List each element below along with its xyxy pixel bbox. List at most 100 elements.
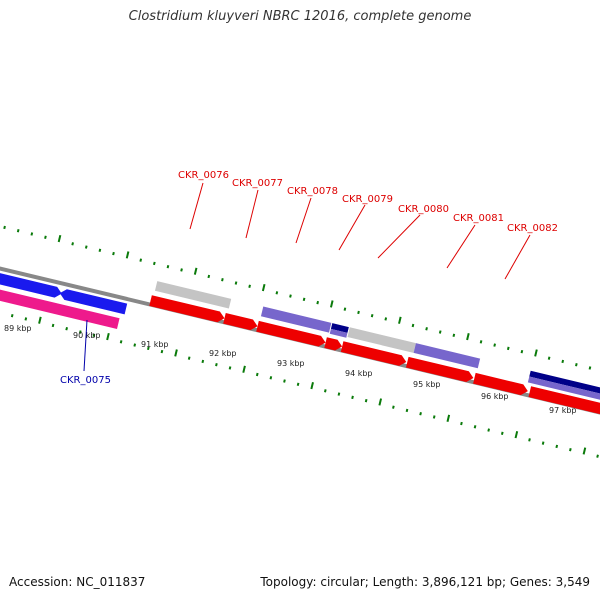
- major-tick: [261, 283, 266, 292]
- feature-lavender-2: [329, 328, 348, 338]
- leader-line: [338, 204, 366, 251]
- minor-tick: [479, 340, 483, 344]
- minor-tick: [30, 232, 34, 236]
- feature-navy-2: [529, 370, 600, 396]
- gene-label-ckr-0076: CKR_0076: [178, 170, 229, 181]
- minor-tick: [228, 366, 232, 370]
- forward-cds-arrow: [340, 341, 407, 366]
- minor-tick: [153, 261, 156, 266]
- minor-tick: [588, 366, 592, 370]
- scale-label: 93 kbp: [277, 359, 305, 368]
- minor-tick: [351, 395, 354, 400]
- minor-tick: [500, 431, 504, 436]
- minor-tick: [432, 415, 436, 419]
- minor-tick: [133, 343, 137, 347]
- feature-lavender-1: [260, 306, 332, 333]
- minor-tick: [384, 317, 388, 321]
- scale-label: 94 kbp: [345, 369, 373, 378]
- leader-line: [504, 234, 531, 280]
- minor-tick: [296, 382, 300, 386]
- minor-tick: [316, 300, 320, 305]
- major-tick: [329, 300, 334, 308]
- gene-label-ckr-0081: CKR_0081: [453, 213, 504, 224]
- genome-band: [0, 225, 600, 458]
- gene-labels: CKR_0075 CKR_0076 CKR_0077 CKR_0078 CKR_…: [60, 170, 558, 386]
- minor-tick: [411, 323, 415, 328]
- minor-tick: [78, 330, 82, 334]
- minor-tick: [147, 346, 150, 351]
- minor-tick: [561, 359, 565, 364]
- scale-label: 96 kbp: [481, 392, 509, 401]
- minor-tick: [139, 258, 143, 262]
- feature-lavender-3: [413, 343, 481, 369]
- scale-label: 90 kbp: [73, 331, 101, 340]
- scale-labels: 89 kbp 90 kbp 91 kbp 92 kbp 93 kbp 94 kb…: [4, 324, 577, 415]
- upper-tick-row: [3, 225, 592, 370]
- forward-cds-arrow: [223, 312, 258, 331]
- major-tick: [514, 431, 519, 439]
- scale-label: 89 kbp: [4, 324, 32, 333]
- minor-tick: [547, 356, 551, 360]
- minor-tick: [460, 421, 463, 426]
- minor-tick: [207, 274, 211, 279]
- reverse-cds-pink: [0, 283, 120, 329]
- major-tick: [174, 349, 178, 357]
- scale-label: 91 kbp: [141, 340, 169, 349]
- minor-tick: [419, 412, 422, 416]
- feature-track: [0, 268, 600, 420]
- gene-label-ckr-0080: CKR_0080: [398, 204, 449, 215]
- gene-label-ckr-0079: CKR_0079: [342, 194, 393, 205]
- scale-label: 95 kbp: [413, 380, 441, 389]
- forward-cds-arrow: [473, 372, 528, 396]
- minor-tick: [275, 291, 279, 295]
- minor-tick: [234, 281, 238, 285]
- leader-line: [189, 182, 204, 230]
- minor-tick: [180, 268, 183, 272]
- minor-tick: [520, 349, 524, 354]
- minor-tick: [506, 346, 510, 351]
- leader-line: [245, 189, 259, 239]
- minor-tick: [405, 408, 409, 413]
- minor-tick: [215, 362, 218, 367]
- minor-tick: [337, 392, 341, 396]
- forward-cds-arrow: [528, 386, 600, 420]
- feature-lavender-4: [527, 376, 600, 402]
- minor-tick: [370, 314, 374, 318]
- major-tick: [38, 316, 42, 324]
- major-tick: [57, 234, 62, 243]
- gene-label-ckr-0082: CKR_0082: [507, 223, 558, 234]
- minor-tick: [289, 294, 292, 298]
- major-tick: [466, 332, 470, 341]
- minor-tick: [364, 398, 368, 403]
- minor-tick: [323, 389, 327, 393]
- major-tick: [242, 365, 246, 373]
- minor-tick: [596, 454, 599, 458]
- minor-tick: [302, 297, 306, 302]
- forward-cds-arrow: [405, 356, 474, 382]
- minor-tick: [528, 438, 531, 442]
- minor-tick: [24, 317, 28, 321]
- minor-tick: [425, 327, 428, 331]
- feature-grey-1: [154, 281, 232, 309]
- minor-tick: [569, 447, 572, 452]
- minor-tick: [92, 333, 96, 337]
- minor-tick: [255, 372, 259, 377]
- minor-tick: [44, 235, 47, 239]
- leader-line: [377, 214, 421, 259]
- minor-tick: [473, 425, 477, 429]
- gene-label-ckr-0078: CKR_0078: [287, 186, 338, 197]
- leader-line: [83, 319, 88, 372]
- minor-tick: [160, 349, 164, 354]
- major-tick: [125, 251, 130, 259]
- leader-lines: [83, 182, 531, 372]
- accession-text: Accession: NC_011837: [9, 575, 146, 589]
- genome-summary-text: Topology: circular; Length: 3,896,121 bp…: [260, 575, 590, 589]
- minor-tick: [283, 379, 286, 383]
- feature-grey-2: [347, 327, 416, 353]
- minor-tick: [541, 441, 545, 445]
- minor-tick: [51, 323, 55, 328]
- minor-tick: [343, 307, 347, 311]
- gene-label-ckr-0077: CKR_0077: [232, 178, 283, 189]
- minor-tick: [10, 313, 14, 318]
